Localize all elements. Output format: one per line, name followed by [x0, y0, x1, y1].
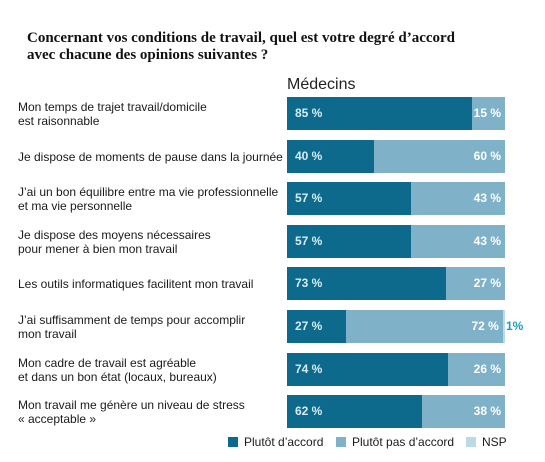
bar-segment — [411, 182, 505, 215]
value-label: 72 % — [471, 319, 499, 333]
bar-segment — [374, 140, 505, 173]
category-label: Mon travail me génère un niveau de stres… — [18, 397, 245, 426]
bar-segment — [287, 140, 375, 173]
value-label: 26 % — [473, 362, 501, 376]
bar-segment — [287, 225, 412, 258]
category-label: Je dispose de moments de pause dans la j… — [18, 149, 283, 164]
bar-segment — [287, 310, 346, 343]
bar-segment — [411, 225, 505, 258]
bar-segment — [287, 395, 423, 428]
bar-segment — [287, 97, 473, 130]
value-label: 85 % — [295, 106, 323, 120]
bar-segment — [345, 310, 503, 343]
legend-label: Plutôt pas d’accord — [352, 435, 455, 449]
value-label: 57 % — [295, 234, 323, 248]
legend-swatch — [466, 437, 476, 447]
bar-segment — [287, 267, 447, 300]
value-label: 15 % — [473, 106, 501, 120]
legend-label: NSP — [482, 435, 507, 449]
value-label: 74 % — [295, 362, 323, 376]
value-label: 62 % — [295, 404, 323, 418]
category-label: Mon temps de trajet travail/domicile est… — [18, 99, 207, 128]
category-label: J’ai suffisamment de temps pour accompli… — [18, 312, 246, 341]
value-label: 38 % — [473, 404, 501, 418]
chart-title: Concernant vos conditions de travail, qu… — [27, 30, 527, 64]
legend-item-plutot-pas-d-accord: Plutôt pas d’accord — [336, 434, 454, 450]
legend-swatch — [228, 437, 238, 447]
value-label: 27 % — [473, 276, 501, 290]
legend-item-nsp: NSP — [466, 434, 507, 450]
bar-segment — [446, 267, 505, 300]
category-label: Les outils informatiques facilitent mon … — [18, 276, 254, 291]
value-label: 57 % — [295, 191, 323, 205]
value-label: 1% — [506, 319, 524, 333]
value-label: 43 % — [473, 234, 501, 248]
value-label: 40 % — [295, 149, 323, 163]
value-label: 43 % — [473, 191, 501, 205]
chart-title-line-2: avec chacune des opinions suivantes ? — [27, 47, 269, 63]
category-label: Mon cadre de travail est agréable et dan… — [18, 355, 217, 384]
bar-segment — [422, 395, 505, 428]
value-label: 60 % — [473, 149, 501, 163]
bar-segment — [502, 310, 505, 343]
bar-segment — [287, 182, 412, 215]
bar-segment — [472, 97, 505, 130]
bar-segment — [448, 353, 505, 386]
value-label: 27 % — [295, 319, 323, 333]
group-label: Médecins — [287, 76, 356, 93]
category-label: J’ai un bon équilibre entre ma vie profe… — [18, 184, 279, 213]
value-label: 73 % — [295, 276, 323, 290]
legend-item-plutot-d-accord: Plutôt d’accord — [228, 434, 323, 450]
category-label: Je dispose des moyens nécessaires pour m… — [18, 227, 211, 256]
chart-title-line-1: Concernant vos conditions de travail, qu… — [27, 30, 456, 46]
bar-segment — [287, 353, 449, 386]
legend-label: Plutôt d’accord — [244, 435, 324, 449]
legend-swatch — [336, 437, 346, 447]
